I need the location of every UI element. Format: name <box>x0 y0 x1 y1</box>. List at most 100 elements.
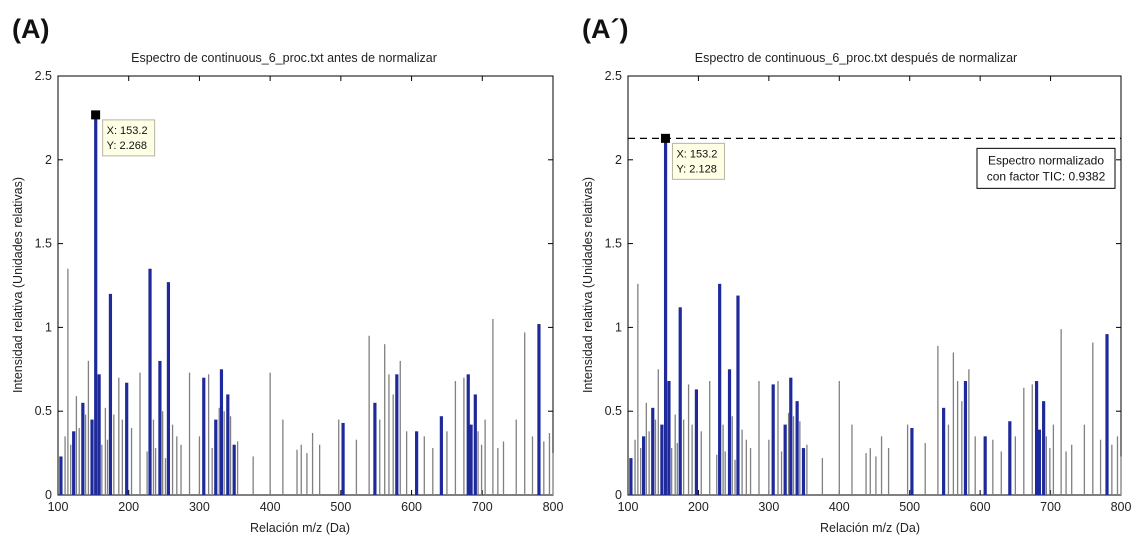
annotation-line: Espectro normalizado <box>988 153 1104 167</box>
peak-bar <box>783 424 787 495</box>
peak-bar <box>983 436 987 495</box>
y-tick-label: 1.5 <box>605 237 622 251</box>
panel-label: (A´) <box>582 14 628 44</box>
y-tick-label: 0 <box>45 488 52 502</box>
peak-bar <box>81 402 85 495</box>
peak-bar <box>72 431 76 495</box>
peak-bar <box>942 407 946 495</box>
peak-bar <box>166 282 171 495</box>
x-tick-label: 600 <box>970 500 991 514</box>
y-tick-label: 1 <box>45 320 52 334</box>
y-axis-label: Intensidad relativa (Unidades relativas) <box>581 177 595 393</box>
x-tick-label: 200 <box>688 500 709 514</box>
datatip-marker <box>91 110 101 120</box>
peak-bar <box>373 402 377 495</box>
panel-a-prime: (A´) Espectro de continuous_6_proc.txt d… <box>581 14 1131 535</box>
y-tick-label: 0.5 <box>35 404 52 418</box>
datatip-x: X: 153.2 <box>107 125 148 137</box>
peak-bar <box>651 407 655 495</box>
x-axis-label: Relación m/z (Da) <box>820 521 920 535</box>
peak-bar <box>108 293 113 495</box>
x-tick-label: 400 <box>260 500 281 514</box>
y-tick-label: 2.5 <box>605 69 622 83</box>
peak-bar <box>469 424 473 495</box>
plot-area: 100 200 300 400 500 600 700 800 0 0.5 1 1.5 2 2.5 X: 1… <box>35 69 564 514</box>
peak-bar <box>660 424 664 495</box>
x-tick-label: 100 <box>618 500 639 514</box>
peak-bar <box>727 369 732 495</box>
x-tick-label: 700 <box>1040 500 1061 514</box>
peak-bar <box>94 114 98 495</box>
peak-bar <box>97 374 101 495</box>
y-tick-label: 2 <box>45 153 52 167</box>
datatip-marker <box>660 133 670 143</box>
peak-bar <box>795 401 799 495</box>
annotation-box <box>976 147 1116 189</box>
peak-bar <box>694 389 699 495</box>
x-tick-label: 400 <box>829 500 850 514</box>
peak-bar <box>395 374 399 495</box>
panel-a: (A) Espectro de continuous_6_proc.txt an… <box>11 14 563 535</box>
x-tick-label: 200 <box>118 500 139 514</box>
peak-bar <box>226 394 230 495</box>
peak-bar <box>1042 401 1046 495</box>
x-tick-label: 100 <box>48 500 69 514</box>
peak-bar <box>202 377 206 495</box>
y-tick-label: 1.5 <box>35 237 52 251</box>
peak-bar <box>1037 429 1042 495</box>
chart-title: Espectro de continuous_6_proc.txt despué… <box>695 51 1017 65</box>
datatip-box <box>102 119 156 157</box>
peak-bar <box>341 422 345 495</box>
peak-bar <box>663 138 668 495</box>
peak-bar <box>736 295 740 495</box>
x-tick-label: 800 <box>543 500 564 514</box>
y-tick-label: 2.5 <box>35 69 52 83</box>
y-tick-label: 0.5 <box>605 404 622 418</box>
peak-bar <box>158 360 162 495</box>
x-tick-label: 800 <box>1111 500 1132 514</box>
annotation-line: con factor TIC: 0.9382 <box>987 169 1106 183</box>
peak-bar <box>629 458 633 495</box>
peak-bar <box>678 307 682 495</box>
x-tick-label: 300 <box>758 500 779 514</box>
peak-bar <box>125 382 129 495</box>
plot-area: 100 200 300 400 500 600 700 800 0 0.5 1 1.5 2 2.5 X: 1… <box>605 69 1132 514</box>
y-tick-label: 2 <box>615 153 622 167</box>
peak-bar <box>1105 334 1109 495</box>
peak-bar <box>801 448 806 495</box>
y-tick-label: 0 <box>615 488 622 502</box>
peak-bar <box>1008 421 1012 495</box>
x-tick-label: 600 <box>401 500 422 514</box>
datatip-x: X: 153.2 <box>676 148 717 160</box>
peak-bar <box>963 381 968 495</box>
peak-bar <box>439 416 443 495</box>
datatip-y: Y: 2.268 <box>107 140 147 152</box>
peak-bar <box>214 419 218 495</box>
x-tick-label: 500 <box>899 500 920 514</box>
chart-title: Espectro de continuous_6_proc.txt antes … <box>131 51 437 65</box>
peak-bar <box>1034 381 1039 495</box>
peak-bar <box>641 436 646 495</box>
peak-bar <box>90 419 94 495</box>
peak-bar <box>667 381 671 495</box>
peak-bar <box>771 384 775 495</box>
peak-bar <box>232 444 236 495</box>
datatip-box <box>671 142 725 180</box>
y-tick-label: 1 <box>615 320 622 334</box>
peak-bar <box>466 374 470 495</box>
x-tick-label: 500 <box>330 500 351 514</box>
x-axis-label: Relación m/z (Da) <box>250 521 350 535</box>
peak-bar <box>219 369 224 495</box>
peak-bar <box>148 268 152 495</box>
peak-bar <box>473 394 477 495</box>
x-tick-label: 300 <box>189 500 210 514</box>
peak-bar <box>789 377 793 495</box>
peak-bar <box>910 427 914 495</box>
y-axis-label: Intensidad relativa (Unidades relativas) <box>11 177 25 393</box>
peak-bar <box>59 456 63 495</box>
datatip-y: Y: 2.128 <box>676 163 716 175</box>
panel-label: (A) <box>12 14 49 44</box>
peak-bar <box>415 431 419 495</box>
peak-bar <box>537 324 541 495</box>
